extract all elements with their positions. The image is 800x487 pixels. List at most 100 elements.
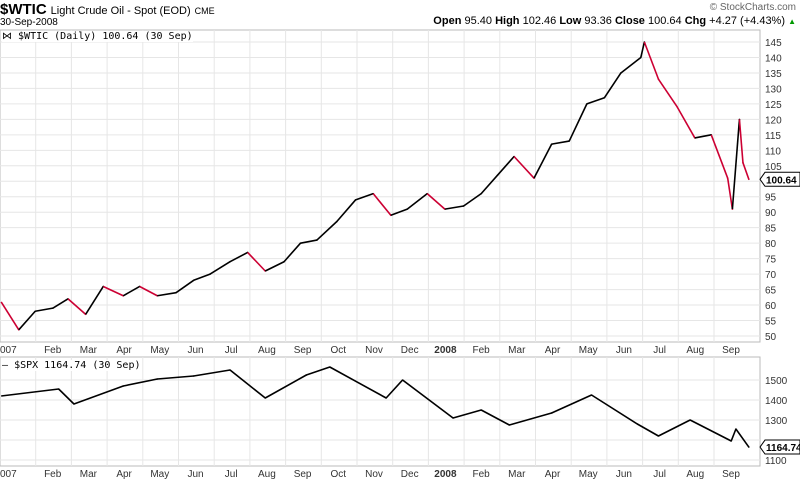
panel-border [0, 29, 761, 343]
chg-label: Chg [684, 15, 707, 27]
series-segment [551, 394, 592, 414]
series-segment [102, 285, 124, 297]
x-tick-label: Dec [401, 345, 419, 356]
y-tick-label: 95 [765, 193, 777, 204]
series-segment [509, 412, 552, 426]
y-tick-label: 1300 [765, 416, 788, 427]
series-segment [73, 385, 124, 405]
x-tick-label: Mar [508, 469, 526, 480]
x-tick-label: Apr [545, 469, 561, 480]
x-tick-label: 007 [0, 345, 17, 356]
series-segment [730, 428, 737, 442]
series-segment [175, 279, 195, 294]
series-segment [694, 134, 712, 139]
up-arrow-icon: ▲ [788, 17, 796, 26]
y-tick-label: 85 [765, 224, 777, 235]
series-segment [676, 106, 696, 139]
series-segment [657, 78, 678, 108]
panel-border [0, 356, 761, 467]
wtic-panel: 50 55 60 65 70 75 80 85 90 95 105 110 115 120 125 130 13… [0, 29, 800, 356]
y-tick-label: 145 [765, 38, 782, 49]
series-segment [738, 119, 744, 163]
series-segment [480, 409, 510, 426]
series-segment [35, 307, 53, 313]
low-label: Low [559, 15, 582, 27]
x-tick-label: Jul [653, 469, 666, 480]
x-tick-label: Nov [365, 469, 383, 480]
series-segment [636, 423, 659, 437]
x-tick-label: Jun [616, 345, 632, 356]
series-segment [1, 388, 59, 397]
candle-icon: ⋈ [2, 31, 12, 42]
high-value: 102.46 [522, 15, 557, 27]
y-tick-label: 65 [765, 286, 777, 297]
series-segment [742, 162, 750, 180]
series-segment [372, 193, 392, 216]
series-segment [139, 285, 158, 297]
x-tick-label: Jul [225, 345, 238, 356]
series-segment [52, 298, 69, 309]
x-tick-label: May [150, 345, 169, 356]
x-tick-label: 2008 [434, 469, 457, 480]
series-segment [229, 251, 249, 263]
series-segment [710, 134, 729, 179]
open-label: Open [433, 15, 462, 27]
series-segment [390, 208, 408, 217]
series-segment [316, 220, 338, 241]
x-tick-label: Sep [294, 345, 312, 356]
last-value-tag [759, 171, 800, 187]
line-icon: — [2, 360, 9, 371]
series-segment [58, 388, 75, 405]
x-tick-label: Sep [722, 469, 740, 480]
y-tick-label: 105 [765, 162, 782, 173]
series-segment [306, 366, 331, 376]
x-tick-label: Aug [686, 469, 704, 480]
spx-legend: — $SPX 1164.74 (30 Sep) [2, 360, 141, 371]
spx-panel: 1100 1300 1400 1500 007 Feb Mar Apr May Jun Jul Aug… [0, 356, 800, 480]
series-segment [689, 419, 732, 442]
series-segment [85, 286, 104, 315]
series-segment [264, 261, 285, 272]
x-tick-label: Feb [44, 469, 62, 480]
series-segment [643, 41, 660, 80]
y-tick-label: 120 [765, 115, 782, 126]
series-segment [640, 41, 646, 58]
y-tick-label: 125 [765, 100, 782, 111]
series-segment [513, 155, 535, 179]
series-segment [551, 140, 570, 145]
series-segment [264, 374, 307, 399]
y-tick-label: 50 [765, 332, 777, 343]
spx-title: $SPX 1164.74 (30 Sep) [14, 360, 141, 371]
x-tick-label: May [579, 345, 598, 356]
x-tick-label: Sep [294, 469, 312, 480]
series-segment [726, 178, 734, 210]
series-segment [452, 409, 482, 419]
x-tick-label: May [579, 469, 598, 480]
x-tick-label: Aug [258, 345, 276, 356]
x-tick-label: Apr [116, 469, 132, 480]
x-tick-label: Jun [616, 469, 632, 480]
series-segment [18, 310, 36, 331]
x-tick-label: Jun [187, 469, 203, 480]
series-segment [658, 419, 691, 437]
y-tick-label: 90 [765, 208, 777, 219]
date: 30-Sep-2008 [0, 17, 58, 28]
ohlc-readout: Open 95.40 High 102.46 Low 93.36 Close 1… [433, 15, 796, 27]
x-tick-label: Feb [472, 345, 490, 356]
symbol: $WTIC [0, 1, 47, 18]
x-tick-label: Jul [225, 469, 238, 480]
y-tick-label: 75 [765, 255, 777, 266]
series-segment [193, 369, 231, 377]
series-segment [406, 193, 428, 210]
high-label: High [495, 15, 520, 27]
x-tick-label: Feb [472, 469, 490, 480]
y-tick-label: 1500 [765, 376, 788, 387]
series-segment [193, 273, 211, 282]
data-point [748, 178, 750, 181]
x-tick-label: Dec [401, 469, 419, 480]
chg-value: +4.27 (+4.43%) [709, 15, 786, 27]
last-value-label: 1164.74 [766, 443, 800, 454]
series-segment [355, 192, 374, 201]
last-value-tag [759, 439, 800, 455]
x-tick-label: Aug [258, 469, 276, 480]
